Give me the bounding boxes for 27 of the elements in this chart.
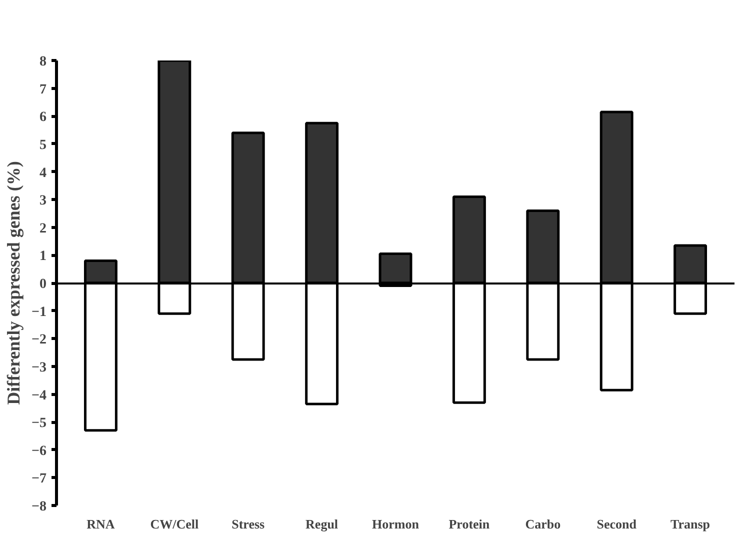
x-tick-label: Protein bbox=[448, 516, 490, 532]
y-tick-label: −1 bbox=[32, 304, 47, 320]
y-tick-label: −2 bbox=[32, 332, 47, 348]
y-tick-label: −3 bbox=[32, 360, 47, 376]
y-tick-label: 4 bbox=[40, 166, 46, 181]
y-axis-title: Differently expressed genes (%) bbox=[4, 161, 24, 405]
y-tick-label: −4 bbox=[32, 388, 47, 404]
x-tick-label: CW/Cell bbox=[150, 516, 199, 532]
x-tick-label: Second bbox=[596, 516, 638, 532]
y-tick-label: −5 bbox=[32, 416, 47, 432]
x-tick-label: RNA bbox=[86, 516, 116, 532]
y-tick-label: 0 bbox=[40, 277, 46, 292]
y-tick-label: 6 bbox=[40, 110, 46, 126]
x-tick-label: Hormon bbox=[372, 516, 420, 532]
x-tick-label: Stress bbox=[232, 516, 265, 532]
x-tick-label: Carbo bbox=[525, 516, 561, 532]
y-tick-label: 3 bbox=[40, 194, 46, 209]
x-tick-label: Transp bbox=[670, 516, 710, 532]
y-tick-label: 5 bbox=[40, 138, 46, 153]
y-tick-label: 1 bbox=[40, 249, 46, 264]
y-tick-label: −7 bbox=[32, 472, 47, 487]
x-tick-label: Regul bbox=[306, 516, 338, 532]
y-tick-label: 8 bbox=[40, 54, 46, 70]
y-tick-label: 2 bbox=[40, 221, 46, 236]
y-tick-label: −8 bbox=[32, 500, 47, 514]
y-tick-label: −6 bbox=[32, 444, 47, 459]
y-tick-label: 7 bbox=[40, 82, 46, 98]
